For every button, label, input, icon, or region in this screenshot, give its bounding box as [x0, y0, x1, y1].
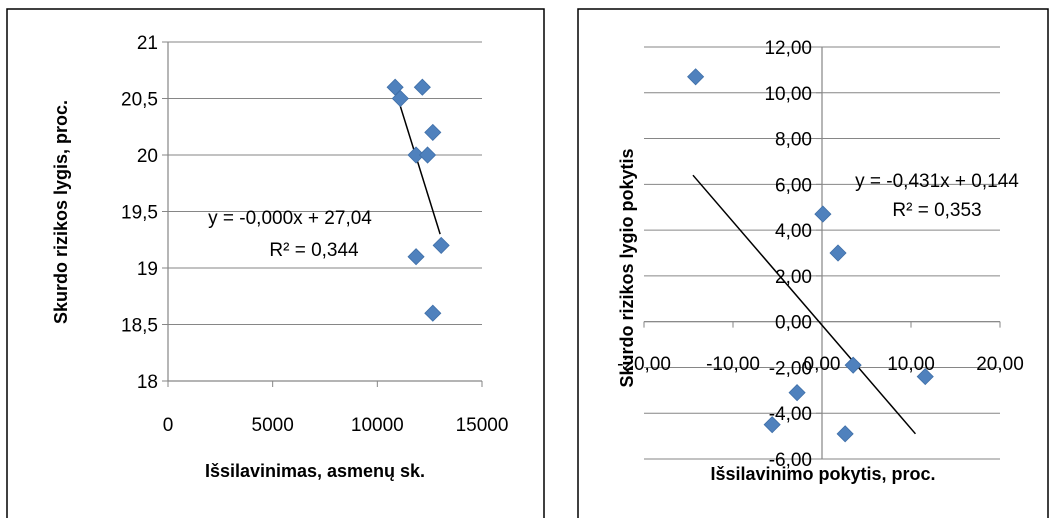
data-point	[407, 146, 425, 164]
chart2-r-squared: R² = 0,353	[892, 200, 981, 221]
chart1-x-axis-title: Išsilavinimas, asmenų sk.	[205, 461, 425, 481]
chart1-trendline-group	[395, 92, 441, 235]
y-tick-label: 12,00	[764, 38, 812, 59]
trendline	[692, 174, 917, 435]
x-tick-label: 10,00	[887, 354, 935, 375]
x-tick-label: 0	[163, 415, 174, 436]
y-tick-label: 20	[137, 146, 158, 167]
data-point	[432, 236, 450, 254]
data-point	[407, 248, 425, 266]
chart2-axes	[643, 46, 1001, 460]
chart2-frame	[577, 8, 1049, 518]
x-tick-label: 0,00	[804, 354, 841, 375]
data-point	[391, 89, 409, 108]
y-tick-label: -6,00	[769, 450, 812, 471]
data-point	[424, 123, 442, 141]
data-point	[814, 205, 832, 223]
y-tick-label: 20,5	[121, 90, 158, 111]
data-point	[836, 425, 854, 443]
data-point	[687, 68, 705, 86]
chart2-x-axis-title: Išsilavinimo pokytis, proc.	[710, 464, 935, 484]
y-tick-label: 8,00	[775, 130, 812, 151]
data-point	[413, 78, 431, 96]
data-point	[916, 368, 934, 386]
chart1-points	[386, 78, 450, 322]
chart2-y-tick-labels: -6,00 -4,00 -2,00 0,00 2,00 4,00 6,00 8,00 10,00…	[764, 38, 812, 471]
chart1-r-squared: R² = 0,344	[269, 240, 359, 261]
x-tick-label: 10000	[351, 415, 404, 436]
y-tick-label: 6,00	[775, 175, 812, 196]
x-tick-label: 20,00	[976, 354, 1024, 375]
data-point	[424, 304, 442, 322]
chart1-gridlines	[168, 41, 482, 382]
chart1-axes	[162, 41, 483, 387]
y-tick-label: 19	[137, 259, 158, 280]
y-tick-label: 21	[137, 33, 158, 54]
data-point	[419, 146, 437, 164]
y-tick-label: 4,00	[775, 221, 812, 242]
data-point	[763, 416, 781, 434]
chart1-y-tick-labels: 18 18,5 19 19,5 20 20,5 21	[121, 33, 158, 393]
data-point	[788, 384, 806, 402]
chart2-trendline-group	[692, 174, 917, 435]
data-point	[844, 356, 862, 374]
chart1-frame	[6, 8, 545, 518]
chart2-equation: y = -0,431x + 0,144	[855, 171, 1019, 192]
y-tick-label: 2,00	[775, 267, 812, 288]
y-tick-label: 10,00	[764, 84, 812, 105]
chart1-y-axis-title: Skurdo rizikos lygis, proc.	[51, 100, 71, 324]
y-tick-label: 18	[137, 372, 158, 393]
x-tick-label: -10,00	[706, 354, 760, 375]
chart2-points	[687, 68, 934, 443]
y-tick-label: 0,00	[775, 313, 812, 334]
chart2-x-tick-labels: -20,00 -10,00 0,00 10,00 20,00	[617, 354, 1024, 375]
y-tick-label: 18,5	[121, 316, 158, 337]
y-tick-label: -2,00	[769, 358, 812, 379]
x-tick-label: -20,00	[617, 354, 671, 375]
x-tick-label: 15000	[456, 415, 509, 436]
chart1-equation: y = -0,000x + 27,04	[208, 208, 372, 229]
y-tick-label: -4,00	[769, 404, 812, 425]
chart1-x-tick-labels: 0 5000 10000 15000	[163, 415, 509, 436]
data-point	[829, 244, 847, 262]
y-tick-label: 19,5	[121, 203, 158, 224]
chart2-y-axis-title: Skurdo rizikos lygio pokytis	[617, 148, 637, 387]
x-tick-label: 5000	[252, 415, 294, 436]
trendline	[395, 92, 441, 235]
